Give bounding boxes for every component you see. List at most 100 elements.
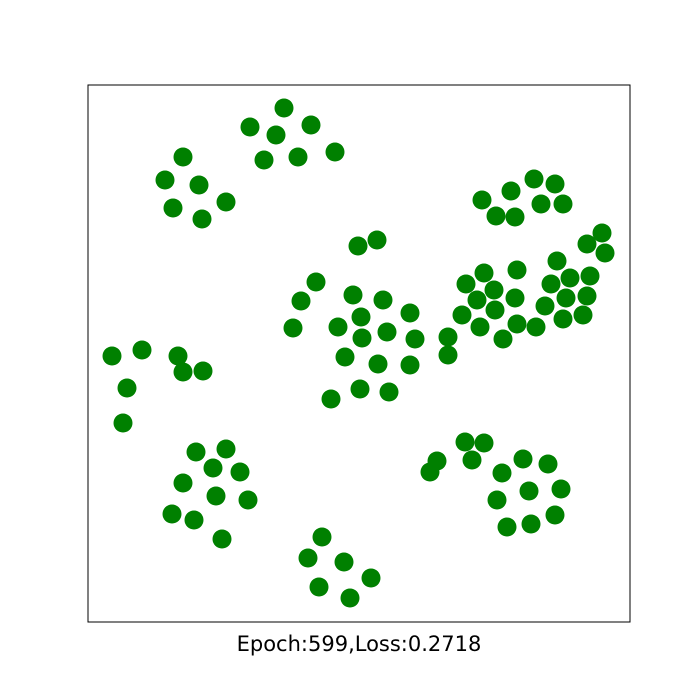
point bbox=[350, 379, 370, 399]
point bbox=[328, 317, 348, 337]
point bbox=[283, 318, 303, 338]
point bbox=[545, 505, 565, 525]
point bbox=[513, 449, 533, 469]
point bbox=[368, 354, 388, 374]
point bbox=[301, 115, 321, 135]
point bbox=[505, 207, 525, 227]
point bbox=[541, 274, 561, 294]
point bbox=[553, 309, 573, 329]
point bbox=[203, 458, 223, 478]
point bbox=[102, 346, 122, 366]
point bbox=[524, 169, 544, 189]
point bbox=[486, 206, 506, 226]
point bbox=[467, 290, 487, 310]
point bbox=[553, 194, 573, 214]
point bbox=[216, 192, 236, 212]
point bbox=[163, 198, 183, 218]
point bbox=[254, 150, 274, 170]
point bbox=[521, 514, 541, 534]
point bbox=[306, 272, 326, 292]
point bbox=[580, 266, 600, 286]
point bbox=[487, 490, 507, 510]
point bbox=[595, 243, 615, 263]
point bbox=[556, 288, 576, 308]
point bbox=[184, 510, 204, 530]
point bbox=[155, 170, 175, 190]
point bbox=[505, 288, 525, 308]
point bbox=[274, 98, 294, 118]
point bbox=[526, 317, 546, 337]
point bbox=[545, 174, 565, 194]
point bbox=[485, 300, 505, 320]
point bbox=[438, 327, 458, 347]
point bbox=[538, 454, 558, 474]
point bbox=[173, 362, 193, 382]
point bbox=[547, 251, 567, 271]
point bbox=[573, 305, 593, 325]
point bbox=[420, 462, 440, 482]
point bbox=[497, 517, 517, 537]
point bbox=[162, 504, 182, 524]
point bbox=[400, 303, 420, 323]
point bbox=[507, 314, 527, 334]
point bbox=[266, 125, 286, 145]
point bbox=[192, 209, 212, 229]
point bbox=[361, 568, 381, 588]
point bbox=[173, 473, 193, 493]
point bbox=[592, 223, 612, 243]
point bbox=[240, 117, 260, 137]
point bbox=[577, 234, 597, 254]
point bbox=[309, 577, 329, 597]
point bbox=[325, 142, 345, 162]
point bbox=[238, 490, 258, 510]
point bbox=[298, 548, 318, 568]
point bbox=[462, 450, 482, 470]
point bbox=[340, 588, 360, 608]
point bbox=[312, 527, 332, 547]
point bbox=[132, 340, 152, 360]
point bbox=[452, 305, 472, 325]
point bbox=[321, 389, 341, 409]
point bbox=[400, 355, 420, 375]
point bbox=[193, 361, 213, 381]
point bbox=[501, 181, 521, 201]
point bbox=[212, 529, 232, 549]
point bbox=[367, 230, 387, 250]
point bbox=[531, 194, 551, 214]
point bbox=[335, 347, 355, 367]
point bbox=[117, 378, 137, 398]
point bbox=[474, 433, 494, 453]
point bbox=[560, 268, 580, 288]
point bbox=[348, 236, 368, 256]
point bbox=[492, 463, 512, 483]
x-axis-label: Epoch:599,Loss:0.2718 bbox=[237, 632, 482, 656]
point bbox=[206, 486, 226, 506]
point bbox=[379, 382, 399, 402]
point bbox=[173, 147, 193, 167]
point bbox=[507, 260, 527, 280]
point bbox=[470, 317, 490, 337]
point bbox=[484, 280, 504, 300]
point bbox=[352, 328, 372, 348]
point bbox=[351, 307, 371, 327]
point bbox=[472, 190, 492, 210]
point bbox=[577, 286, 597, 306]
point bbox=[334, 552, 354, 572]
point bbox=[189, 175, 209, 195]
point bbox=[493, 329, 513, 349]
point bbox=[113, 413, 133, 433]
point bbox=[456, 274, 476, 294]
point bbox=[405, 329, 425, 349]
point bbox=[377, 322, 397, 342]
point bbox=[438, 345, 458, 365]
point bbox=[230, 462, 250, 482]
point bbox=[291, 291, 311, 311]
point bbox=[535, 296, 555, 316]
point bbox=[474, 263, 494, 283]
point bbox=[216, 439, 236, 459]
point bbox=[373, 290, 393, 310]
point bbox=[288, 147, 308, 167]
axes-frame bbox=[87, 84, 631, 623]
